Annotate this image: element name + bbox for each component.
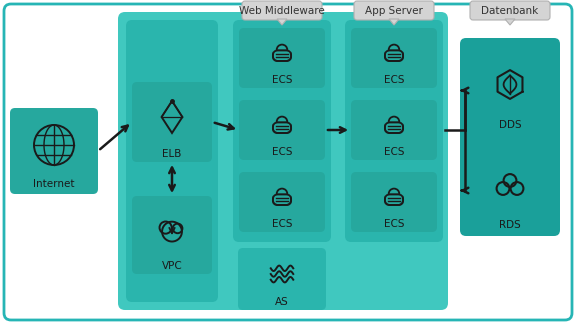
- FancyBboxPatch shape: [273, 194, 291, 205]
- Text: Web Middleware: Web Middleware: [239, 6, 325, 16]
- FancyBboxPatch shape: [239, 172, 325, 232]
- FancyBboxPatch shape: [273, 122, 291, 126]
- FancyBboxPatch shape: [351, 28, 437, 88]
- Polygon shape: [277, 19, 287, 25]
- FancyBboxPatch shape: [273, 122, 291, 133]
- Text: ECS: ECS: [272, 75, 292, 85]
- Circle shape: [276, 117, 287, 127]
- FancyBboxPatch shape: [460, 38, 560, 236]
- FancyBboxPatch shape: [385, 122, 403, 126]
- FancyBboxPatch shape: [118, 12, 448, 310]
- Circle shape: [162, 222, 182, 241]
- Text: ELB: ELB: [162, 149, 181, 159]
- FancyBboxPatch shape: [345, 20, 443, 242]
- FancyBboxPatch shape: [239, 100, 325, 160]
- Text: RDS: RDS: [499, 220, 521, 230]
- Text: Datenbank: Datenbank: [482, 6, 539, 16]
- Text: ECS: ECS: [384, 219, 404, 229]
- FancyBboxPatch shape: [273, 51, 291, 61]
- Polygon shape: [389, 19, 399, 25]
- FancyBboxPatch shape: [4, 4, 572, 320]
- FancyBboxPatch shape: [385, 51, 403, 61]
- Circle shape: [160, 222, 172, 234]
- FancyBboxPatch shape: [351, 172, 437, 232]
- FancyBboxPatch shape: [273, 51, 291, 54]
- Circle shape: [276, 189, 287, 199]
- Text: VPC: VPC: [162, 261, 183, 271]
- FancyBboxPatch shape: [132, 82, 212, 162]
- Text: App Server: App Server: [365, 6, 423, 16]
- Text: ECS: ECS: [272, 147, 292, 157]
- FancyBboxPatch shape: [238, 248, 326, 310]
- Circle shape: [389, 45, 399, 55]
- Circle shape: [389, 189, 399, 199]
- FancyBboxPatch shape: [351, 100, 437, 160]
- FancyBboxPatch shape: [385, 194, 403, 198]
- FancyBboxPatch shape: [242, 1, 322, 20]
- FancyBboxPatch shape: [239, 28, 325, 88]
- FancyBboxPatch shape: [10, 108, 98, 194]
- Circle shape: [389, 117, 399, 127]
- Circle shape: [173, 224, 183, 233]
- Text: ECS: ECS: [384, 75, 404, 85]
- FancyBboxPatch shape: [470, 1, 550, 20]
- FancyBboxPatch shape: [354, 1, 434, 20]
- Polygon shape: [505, 19, 515, 25]
- FancyBboxPatch shape: [132, 196, 212, 274]
- Text: Internet: Internet: [33, 179, 75, 189]
- FancyBboxPatch shape: [385, 122, 403, 133]
- Circle shape: [276, 45, 287, 55]
- Text: DDS: DDS: [499, 120, 521, 130]
- Text: AS: AS: [275, 297, 289, 307]
- FancyBboxPatch shape: [385, 194, 403, 205]
- FancyBboxPatch shape: [233, 20, 331, 242]
- Text: ECS: ECS: [272, 219, 292, 229]
- FancyBboxPatch shape: [273, 194, 291, 198]
- FancyBboxPatch shape: [385, 51, 403, 54]
- Text: ECS: ECS: [384, 147, 404, 157]
- FancyBboxPatch shape: [126, 20, 218, 302]
